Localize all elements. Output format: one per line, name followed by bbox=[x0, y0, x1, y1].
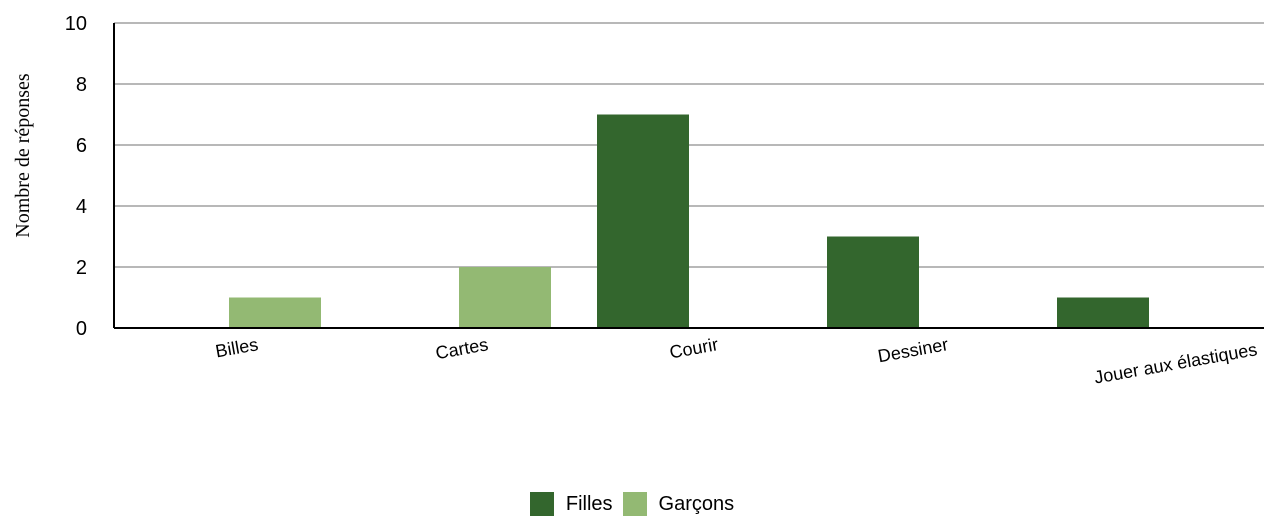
bar-chart: 0 2 4 6 8 10 Billes Cartes Courir Dessiner Jouer … bbox=[12, 13, 1264, 388]
y-axis-title: Nombre de réponses bbox=[12, 73, 34, 238]
legend-item-garcons: Garçons bbox=[622, 492, 735, 516]
category-label: Cartes bbox=[434, 334, 490, 363]
bars bbox=[229, 114, 1149, 328]
bar-garcons-0 bbox=[229, 297, 321, 328]
y-tick-label: 4 bbox=[76, 196, 87, 218]
y-tick-label: 6 bbox=[76, 135, 87, 157]
category-label: Dessiner bbox=[876, 334, 949, 366]
bar-filles-4 bbox=[1057, 297, 1149, 328]
category-label: Courir bbox=[668, 334, 720, 362]
bar-garcons-1 bbox=[459, 267, 551, 328]
category-label: Billes bbox=[214, 334, 260, 361]
y-tick-label: 0 bbox=[76, 318, 87, 340]
y-tick-label: 10 bbox=[65, 13, 87, 35]
y-tick-label: 2 bbox=[76, 257, 87, 279]
y-tick-label: 8 bbox=[76, 74, 87, 96]
legend-label-garcons: Garçons bbox=[658, 492, 735, 515]
legend-label-filles: Filles bbox=[565, 492, 613, 515]
category-labels: Billes Cartes Courir Dessiner Jouer aux élas… bbox=[214, 334, 1259, 387]
bar-filles-3 bbox=[827, 236, 919, 328]
bar-filles-2 bbox=[597, 114, 689, 328]
legend-item-filles: Filles bbox=[529, 492, 613, 516]
category-label: Jouer aux élastiques bbox=[1093, 339, 1259, 387]
y-axis-ticks: 0 2 4 6 8 10 bbox=[65, 13, 87, 340]
legend-swatch-garcons bbox=[622, 492, 647, 516]
legend: Filles Garçons bbox=[0, 492, 1264, 516]
legend-swatch-filles bbox=[529, 492, 554, 516]
